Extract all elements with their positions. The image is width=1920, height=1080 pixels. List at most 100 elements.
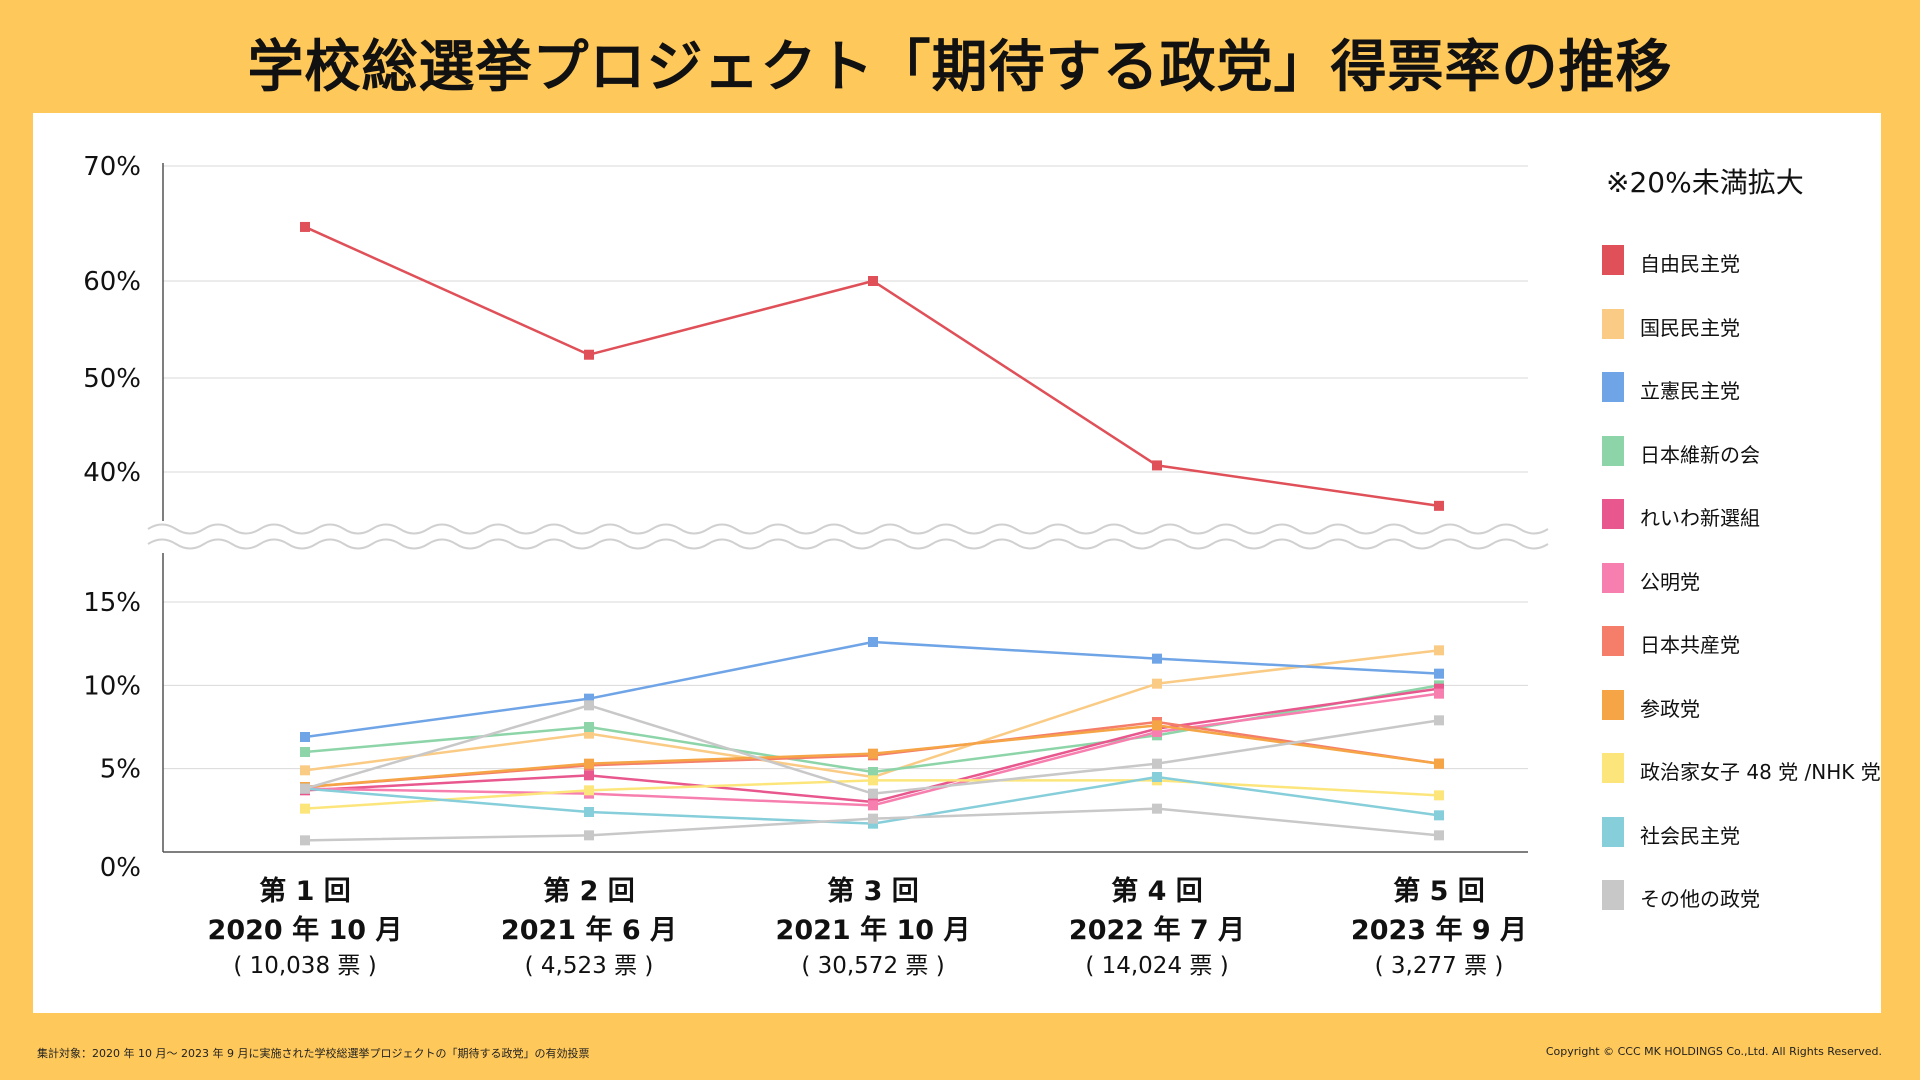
legend-label: 国民民主党 (1640, 315, 1740, 340)
y-tick-label: 70% (83, 152, 141, 182)
y-tick-label: 40% (83, 458, 141, 488)
x-category-round: 第 1 回 (259, 875, 351, 907)
data-point (584, 700, 594, 711)
data-point (1434, 645, 1444, 656)
legend-label: 立憲民主党 (1640, 379, 1740, 403)
chart-title: 学校総選挙プロジェクト「期待する政党」得票率の推移 (247, 35, 1673, 100)
data-point (868, 800, 878, 811)
data-point (300, 747, 310, 757)
data-point (1152, 772, 1162, 782)
legend-swatch (1602, 308, 1624, 339)
data-point (1434, 668, 1444, 679)
data-point (868, 788, 878, 799)
data-point (584, 770, 594, 781)
footer-source: 集計対象：2020 年 10 月〜 2023 年 9 月に実施された学校総選挙プ… (37, 1047, 590, 1060)
legend-swatch (1602, 816, 1624, 847)
data-point (1152, 720, 1162, 731)
data-point (868, 775, 878, 786)
legend-swatch (1602, 626, 1624, 656)
legend: ※20%未満拡大 自由民主党国民民主党立憲民主党日本維新の会 れいわ新選組 公明党日… (1568, 113, 1881, 1013)
axis-break-line (147, 523, 1549, 535)
data-point (300, 803, 310, 814)
legend-label: 日本維新の会 (1640, 442, 1760, 467)
legend-swatch (1602, 245, 1624, 275)
series-3 (300, 680, 1444, 777)
data-point (868, 813, 878, 824)
data-point (584, 758, 594, 769)
y-tick-label: 15% (83, 588, 141, 618)
data-point (584, 722, 594, 732)
x-category-round: 第 4 回 (1111, 875, 1203, 907)
y-tick-label: 0% (100, 853, 141, 883)
axes (145, 163, 1549, 853)
axis-break (145, 523, 1549, 550)
legend-swatch (1602, 435, 1624, 466)
chart-panel: 70% 60% 50% 40% 15% 10% 5% 0% 第 1 回 2020 年 10 月 ( … (33, 113, 1881, 1013)
legend-label: れいわ新選組 (1640, 506, 1760, 530)
legend-note: ※20%未満拡大 (1606, 166, 1804, 199)
x-category-votes: ( 30,572 票 ) (801, 953, 944, 979)
x-category-round: 第 3 回 (827, 875, 919, 907)
series-0 (300, 221, 1444, 511)
x-category-date: 2022 年 7 月 (1069, 914, 1245, 946)
data-point (1434, 758, 1444, 769)
data-point (868, 637, 878, 647)
data-point (1152, 460, 1162, 471)
y-tick-label: 50% (83, 364, 141, 394)
legend-label: 公明党 (1640, 569, 1700, 594)
legend-label: 社会民主党 (1640, 823, 1740, 848)
y-tick-label: 5% (100, 755, 141, 785)
x-category-votes: ( 10,038 票 ) (233, 953, 376, 979)
data-point (1152, 758, 1162, 769)
legend-label: その他の政党 (1640, 887, 1760, 911)
data-point (868, 767, 878, 777)
data-point (584, 785, 594, 796)
grid-lines (163, 165, 1528, 770)
data-point (868, 748, 878, 759)
series-10 (300, 803, 1444, 846)
data-point (1152, 727, 1162, 737)
data-point (1434, 830, 1444, 841)
axis-labels: 70% 60% 50% 40% 15% 10% 5% 0% 第 1 回 2020 年 10 月 ( … (83, 152, 1527, 979)
x-category-date: 2021 年 10 月 (776, 914, 971, 946)
series-lines (300, 221, 1444, 846)
legend-swatch (1602, 372, 1624, 402)
legend-label: 参政党 (1640, 696, 1700, 721)
series-11 (300, 700, 1444, 799)
x-category-votes: ( 4,523 票 ) (525, 953, 654, 979)
footer-copyright: Copyright © CCC MK HOLDINGS Co.,Ltd. All… (1545, 1045, 1882, 1058)
data-point (300, 732, 310, 742)
data-point (300, 783, 310, 794)
x-category-votes: ( 14,024 票 ) (1085, 953, 1228, 979)
data-point (300, 221, 310, 232)
data-point (1152, 653, 1162, 664)
x-category-round: 第 5 回 (1393, 875, 1485, 907)
series-2 (300, 637, 1444, 742)
legend-label: 政治家女子 48 党 /NHK 党 (1640, 760, 1881, 784)
data-point (584, 349, 594, 360)
line-chart: 70% 60% 50% 40% 15% 10% 5% 0% 第 1 回 2020 年 10 月 ( … (83, 152, 1549, 979)
legend-label: 日本共産党 (1640, 633, 1740, 657)
axis-break-line (147, 538, 1549, 550)
data-point (300, 765, 310, 776)
data-point (584, 807, 594, 817)
x-category-votes: ( 3,277 票 ) (1375, 953, 1504, 979)
legend-swatch (1602, 689, 1624, 720)
data-point (1434, 715, 1444, 726)
legend-swatch (1602, 880, 1624, 910)
y-tick-label: 60% (83, 267, 141, 297)
legend-swatch (1602, 562, 1624, 593)
data-point (1152, 803, 1162, 814)
series-line (304, 225, 1440, 508)
data-point (300, 835, 310, 846)
data-point (1152, 678, 1162, 689)
x-category-round: 第 2 回 (543, 875, 635, 907)
legend-swatch (1602, 499, 1624, 529)
legend-swatch (1602, 753, 1624, 783)
x-category-date: 2023 年 9 月 (1351, 914, 1527, 946)
data-point (584, 693, 594, 704)
data-point (584, 728, 594, 739)
legend-label: 自由民主党 (1640, 252, 1740, 276)
x-category-date: 2021 年 6 月 (501, 914, 677, 946)
data-point (1434, 810, 1444, 821)
